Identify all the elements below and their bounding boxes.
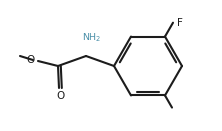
Text: O: O (56, 91, 64, 101)
Text: O: O (27, 55, 35, 65)
Text: NH$_2$: NH$_2$ (82, 31, 102, 44)
Text: F: F (177, 18, 183, 28)
